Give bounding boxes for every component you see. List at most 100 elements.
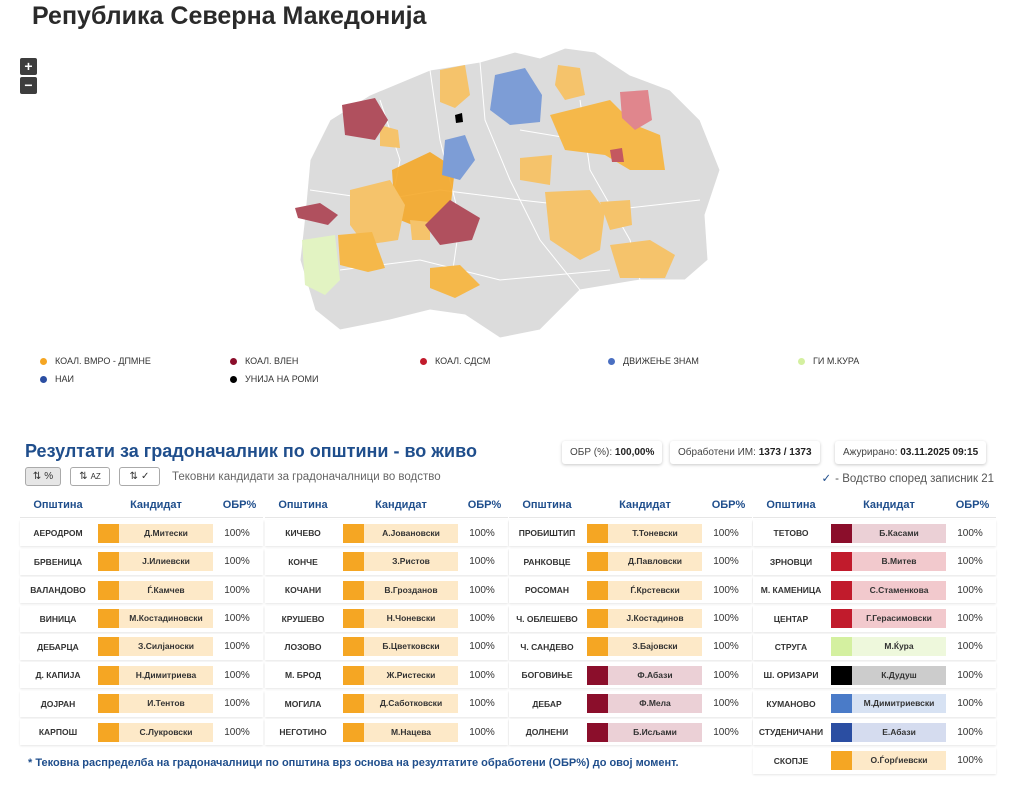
map-region-vlen[interactable] (342, 98, 388, 140)
table-row[interactable]: ТЕТОВО Б.Касами 100% (753, 520, 996, 547)
municipality-name: ВИНИЦА (39, 613, 77, 624)
table-row[interactable]: КОЧАНИ В.Грозданов 100% (265, 577, 508, 604)
header-municipality[interactable]: Општина (522, 498, 572, 511)
table-row[interactable]: Ч. САНДЕВО З.Бајовски 100% (509, 633, 752, 660)
candidate-name: Н.Чоневски (364, 609, 458, 629)
map-region-vlen[interactable] (425, 200, 480, 245)
table-row[interactable]: БОГОВИЊЕ Ф.Абази 100% (509, 662, 752, 689)
map-region-vmro[interactable] (440, 65, 470, 108)
candidate-name: Б.Исљами (608, 722, 702, 742)
header-candidate[interactable]: Кандидат (863, 498, 915, 511)
municipality-name: НЕГОТИНО (279, 727, 327, 738)
sort-arrows-icon: ⇅ (79, 471, 88, 482)
map-region-vmro[interactable] (392, 152, 455, 230)
party-color-swatch (343, 722, 364, 742)
table-row[interactable]: МОГИЛА Д.Саботковски 100% (265, 690, 508, 717)
table-row[interactable]: РОСОМАН Ѓ.Крстевски 100% (509, 577, 752, 604)
legend-dot-icon (40, 375, 47, 383)
municipality-name: КИЧЕВО (285, 528, 321, 539)
map-region-vmro[interactable] (430, 265, 480, 298)
candidate-name: Ј.Илиевски (119, 552, 213, 572)
table-row[interactable]: ВИНИЦА М.Костадиновски 100% (20, 605, 263, 632)
municipality-name: ТЕТОВО (773, 528, 809, 539)
table-row[interactable]: БРВЕНИЦА Ј.Илиевски 100% (20, 548, 263, 575)
header-obr[interactable]: ОБР% (955, 498, 990, 511)
obr-percent: 100% (713, 698, 739, 710)
map-region-sdsm[interactable] (610, 148, 624, 162)
table-row[interactable]: КИЧЕВО А.Јовановски 100% (265, 520, 508, 547)
table-row[interactable]: ДОЈРАН И.Тентов 100% (20, 690, 263, 717)
table-row[interactable]: НЕГОТИНО М.Нацева 100% (265, 719, 508, 746)
table-row[interactable]: КРУШЕВО Н.Чоневски 100% (265, 605, 508, 632)
table-row[interactable]: ДЕБАР Ф.Мела 100% (509, 690, 752, 717)
table-row[interactable]: ДОЛНЕНИ Б.Исљами 100% (509, 719, 752, 746)
table-row[interactable]: РАНКОВЦЕ Д.Павловски 100% (509, 548, 752, 575)
sort-by-lead-button[interactable]: ⇅ ✓ (119, 467, 160, 486)
map-region-vmro[interactable] (350, 180, 405, 245)
map-region-vlen[interactable] (295, 203, 338, 225)
header-obr[interactable]: ОБР% (222, 498, 257, 511)
table-row[interactable]: М. КАМЕНИЦА С.Стаменкова 100% (753, 577, 996, 604)
map-region-vmro[interactable] (600, 200, 632, 230)
candidate-name: Б.Касами (852, 523, 946, 543)
header-candidate[interactable]: Кандидат (375, 498, 427, 511)
obr-percent: 100% (957, 698, 983, 710)
sort-by-percent-button[interactable]: ⇅% (25, 467, 61, 486)
obr-stat-chip: ОБР (%): 100,00% (562, 441, 663, 464)
header-municipality[interactable]: Општина (33, 498, 83, 511)
table-row[interactable]: СТУДЕНИЧАНИ Е.Абази 100% (753, 719, 996, 746)
table-row[interactable]: ВАЛАНДОВО Ѓ.Камчев 100% (20, 577, 263, 604)
table-row[interactable]: ПРОБИШТИП Т.Тоневски 100% (509, 520, 752, 547)
table-row[interactable]: КАРПОШ С.Лукровски 100% (20, 719, 263, 746)
legend: КОАЛ. ВМРО - ДПМНЕ КОАЛ. ВЛЕН КОАЛ. СДСМ… (40, 352, 940, 392)
map-region-vmro[interactable] (380, 125, 400, 148)
table-row[interactable]: КУМАНОВО М.Димитриевски 100% (753, 690, 996, 717)
header-candidate[interactable]: Кандидат (619, 498, 671, 511)
map-region-vmro[interactable] (610, 240, 675, 278)
sort-alphabetical-button[interactable]: ⇅ AZ (70, 467, 110, 486)
map-region-znam[interactable] (490, 68, 542, 125)
municipality-name: ДОЛНЕНИ (525, 727, 569, 738)
municipality-map[interactable] (280, 40, 730, 345)
obr-percent: 100% (224, 613, 250, 625)
map-region-kura[interactable] (302, 235, 340, 295)
municipality-name: МОГИЛА (284, 698, 322, 709)
obr-percent: 100% (469, 613, 495, 625)
map-region-vmro[interactable] (555, 65, 585, 100)
obr-percent: 100% (469, 584, 495, 596)
table-row[interactable]: АЕРОДРОМ Д.Митески 100% (20, 520, 263, 547)
zoom-in-button[interactable]: + (20, 58, 37, 75)
table-row[interactable]: Д. КАПИЈА Н.Димитриева 100% (20, 662, 263, 689)
table-row[interactable]: ДЕБАРЦА З.Силјаноски 100% (20, 633, 263, 660)
header-municipality[interactable]: Општина (278, 498, 328, 511)
zoom-out-button[interactable]: − (20, 77, 37, 94)
header-municipality[interactable]: Општина (766, 498, 816, 511)
legend-item: КОАЛ. ВМРО - ДПМНЕ (40, 356, 151, 366)
obr-percent: 100% (957, 556, 983, 568)
map-region-sdsm[interactable] (620, 90, 652, 130)
header-obr[interactable]: ОБР% (467, 498, 502, 511)
table-row[interactable]: СТРУГА М.Ќура 100% (753, 633, 996, 660)
map-region-znam[interactable] (442, 135, 475, 180)
column-header: Општина Кандидат ОБР% (265, 492, 508, 518)
table-row[interactable]: ЦЕНТАР Г.Герасимовски 100% (753, 605, 996, 632)
table-row[interactable]: ЛОЗОВО Б.Цветковски 100% (265, 633, 508, 660)
table-row[interactable]: КОНЧЕ З.Ристов 100% (265, 548, 508, 575)
table-row[interactable]: Ш. ОРИЗАРИ К.Дудуш 100% (753, 662, 996, 689)
obr-percent: 100% (957, 755, 983, 767)
legend-dot-icon (40, 357, 47, 365)
obr-percent: 100% (957, 669, 983, 681)
table-row[interactable]: ЗРНОВЦИ В.Митев 100% (753, 548, 996, 575)
party-color-swatch (587, 552, 608, 572)
header-obr[interactable]: ОБР% (711, 498, 746, 511)
candidate-name: Ѓ.Камчев (119, 580, 213, 600)
table-row[interactable]: СКОПЈЕ О.Ѓорѓиевски 100% (753, 747, 996, 774)
map-region-vmro[interactable] (545, 190, 605, 260)
table-row[interactable]: Ч. ОБЛЕШЕВО Ј.Костадинов 100% (509, 605, 752, 632)
map-region-vmro[interactable] (338, 232, 385, 272)
map-region-vmro[interactable] (520, 155, 552, 185)
table-row[interactable]: М. БРОД Ж.Ристески 100% (265, 662, 508, 689)
map-region-roma[interactable] (455, 113, 463, 123)
map-region-vmro[interactable] (550, 100, 665, 170)
header-candidate[interactable]: Кандидат (130, 498, 182, 511)
